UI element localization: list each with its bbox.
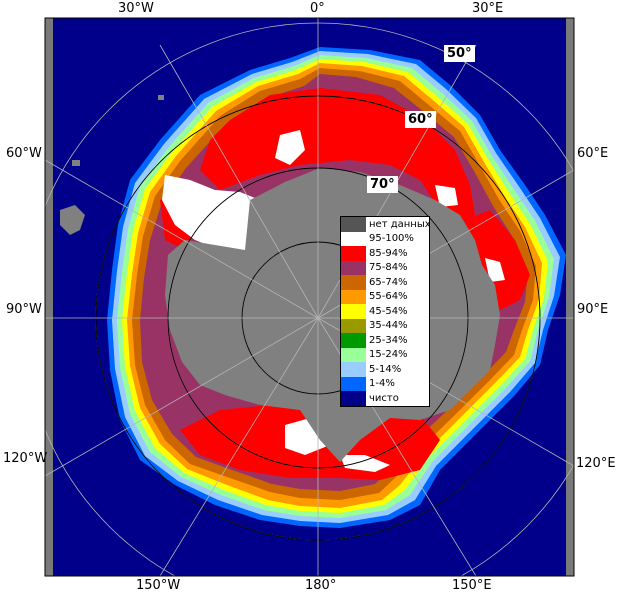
ice-95-100-ross2: [340, 455, 390, 472]
lat-label-60: 60°: [405, 111, 436, 128]
legend-item: чисто: [341, 391, 429, 406]
legend-label: 45-54%: [369, 305, 408, 317]
lon-label-60e: 60°E: [577, 146, 609, 161]
legend-swatch: [341, 333, 366, 348]
ice-95-100-east2: [485, 258, 505, 282]
lon-label-30w: 30°W: [118, 1, 154, 16]
legend-swatch: [341, 260, 366, 275]
legend-label: 75-84%: [369, 262, 408, 274]
legend-swatch: [341, 304, 366, 319]
legend-swatch: [341, 362, 366, 377]
legend-label: 55-64%: [369, 291, 408, 303]
lon-label-30e: 30°E: [472, 1, 504, 16]
legend-item: 85-94%: [341, 246, 429, 261]
legend-label: нет данных: [369, 218, 431, 230]
legend-item: 65-74%: [341, 275, 429, 290]
lon-label-90e: 90°E: [577, 302, 609, 317]
legend-item: 35-44%: [341, 318, 429, 333]
concentration-legend: нет данных 95-100% 85-94% 75-84% 65-74% 55-64…: [340, 216, 431, 407]
map-frame: [44, 17, 575, 577]
lat-label-70: 70°: [367, 176, 398, 193]
legend-swatch: [341, 391, 366, 406]
legend-label: 5-14%: [369, 363, 402, 375]
frame-right-strip: [566, 18, 574, 576]
lat-label-50: 50°: [444, 45, 475, 62]
lon-label-90w: 90°W: [6, 302, 42, 317]
lon-label-0: 0°: [310, 1, 325, 16]
ice-95-100-east: [435, 185, 458, 207]
legend-swatch: [341, 275, 366, 290]
lon-label-180: 180°: [305, 578, 337, 593]
lon-label-150e: 150°E: [452, 578, 492, 593]
graticule: [45, 18, 574, 576]
legend-item: нет данных: [341, 217, 431, 232]
legend-item: 95-100%: [341, 231, 429, 246]
legend-swatch: [341, 376, 366, 391]
frame-left-strip: [45, 18, 53, 576]
legend-label: 25-34%: [369, 334, 408, 346]
ice-95-100-north: [275, 130, 305, 165]
legend-item: 75-84%: [341, 260, 429, 275]
legend-swatch: [341, 231, 366, 246]
legend-swatch: [341, 246, 366, 261]
legend-item: 25-34%: [341, 333, 429, 348]
legend-label: 85-94%: [369, 247, 408, 259]
legend-item: 55-64%: [341, 289, 429, 304]
ice-85-94-east: [465, 210, 530, 310]
lon-label-120w: 120°W: [3, 451, 48, 466]
south-america-tip: [60, 205, 85, 235]
land-speck: [72, 160, 80, 166]
lon-label-60w: 60°W: [6, 146, 42, 161]
legend-label: 15-24%: [369, 349, 408, 361]
legend-item: 1-4%: [341, 376, 429, 391]
legend-label: 65-74%: [369, 276, 408, 288]
legend-label: чисто: [369, 392, 399, 404]
land-speck: [158, 95, 164, 100]
legend-swatch: [341, 318, 366, 333]
legend-item: 15-24%: [341, 347, 429, 362]
legend-item: 45-54%: [341, 304, 429, 319]
legend-swatch: [341, 289, 366, 304]
legend-label: 95-100%: [369, 233, 414, 245]
legend-item: 5-14%: [341, 362, 429, 377]
legend-label: 35-44%: [369, 320, 408, 332]
lon-label-120e: 120°E: [576, 456, 616, 471]
lon-label-150w: 150°W: [136, 578, 181, 593]
legend-swatch: [341, 347, 366, 362]
legend-swatch: [341, 217, 366, 232]
legend-label: 1-4%: [369, 378, 395, 390]
ice-95-100-weddell: [162, 175, 270, 258]
